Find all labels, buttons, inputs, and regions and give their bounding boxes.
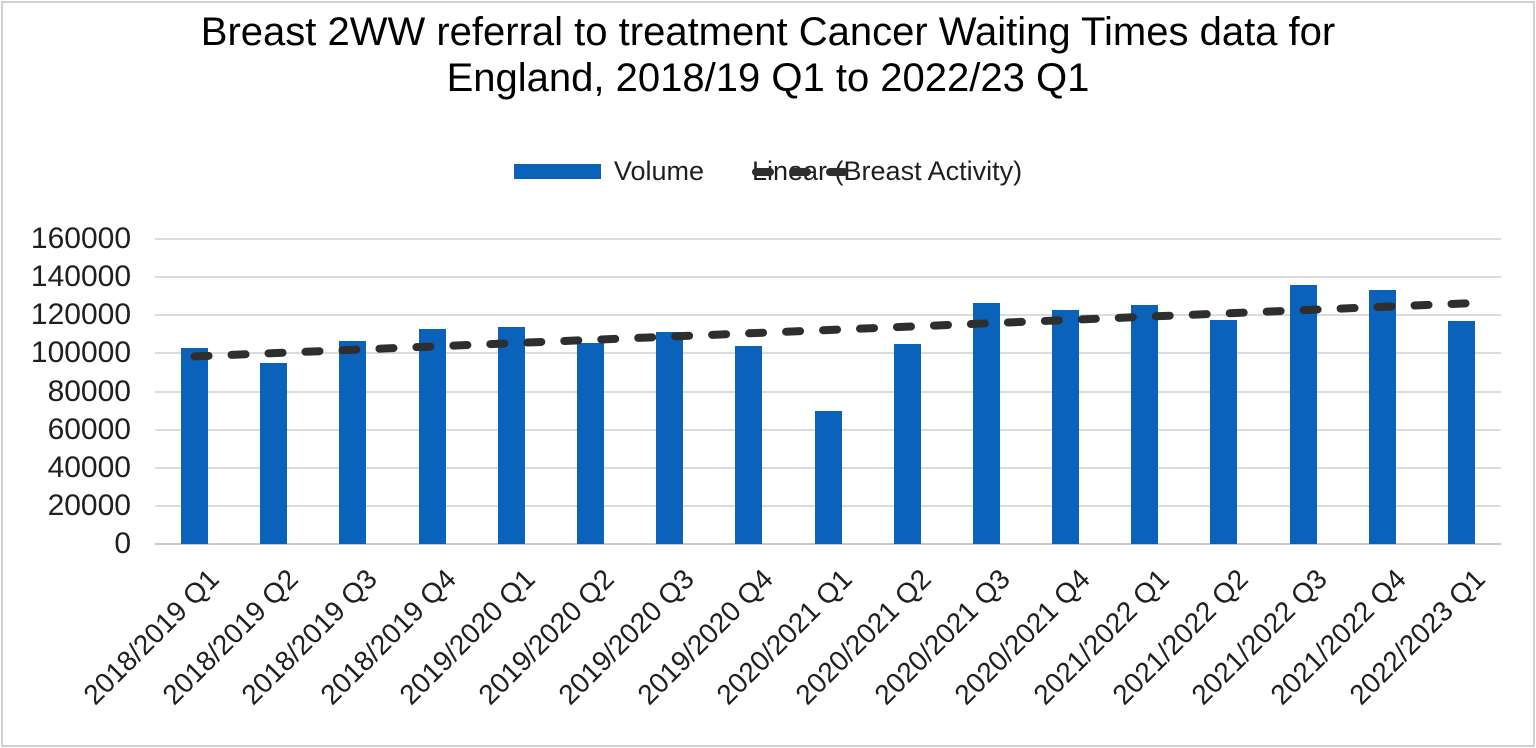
volume-swatch-icon: [513, 164, 601, 179]
volume-bar: [418, 328, 446, 544]
volume-bar: [1131, 304, 1159, 544]
x-axis-line: [155, 543, 1501, 545]
volume-bar: [972, 302, 1000, 544]
chart-title-line1: Breast 2WW referral to treatment Cancer …: [200, 10, 1336, 54]
y-tick-label: 0: [114, 527, 131, 560]
volume-bar: [1368, 289, 1396, 544]
y-tick-label: 100000: [30, 336, 131, 370]
legend-label-volume: Volume: [613, 156, 704, 186]
gridline: [155, 276, 1501, 279]
volume-bar: [893, 343, 921, 544]
y-tick-label: 60000: [47, 412, 131, 446]
gridline: [155, 238, 1501, 240]
volume-bar: [497, 326, 525, 544]
volume-bar: [1289, 284, 1317, 544]
trendline: [190, 299, 1478, 361]
volume-bar: [181, 347, 209, 544]
volume-bar: [1210, 320, 1238, 544]
volume-bar: [260, 362, 288, 544]
volume-bar: [576, 342, 604, 544]
y-tick-label: 80000: [47, 374, 131, 408]
chart-title: Breast 2WW referral to treatment Cancer …: [3, 9, 1533, 101]
volume-bar: [735, 345, 763, 544]
gridline: [155, 314, 1501, 317]
legend-item-volume: Volume: [513, 156, 704, 187]
volume-bar: [1052, 309, 1080, 544]
gridline: [155, 352, 1501, 355]
y-tick-label: 40000: [47, 450, 131, 484]
volume-bar: [1447, 320, 1475, 544]
volume-bar: [656, 332, 684, 544]
volume-bar: [339, 340, 367, 544]
y-tick-label: 120000: [30, 298, 131, 332]
y-tick-label: 20000: [47, 488, 131, 522]
dashed-line-icon: [751, 167, 852, 176]
legend-item-trend: Linear (Breast Activity): [751, 156, 1022, 187]
volume-bar: [814, 410, 842, 544]
gridline: [155, 390, 1501, 393]
chart-title-line2: England, 2018/19 Q1 to 2022/23 Q1: [446, 56, 1090, 100]
y-tick-label: 140000: [30, 260, 131, 294]
bar-chart: Breast 2WW referral to treatment Cancer …: [3, 3, 1533, 745]
legend: Volume Linear (Breast Activity): [3, 156, 1533, 187]
y-tick-label: 160000: [30, 222, 131, 255]
